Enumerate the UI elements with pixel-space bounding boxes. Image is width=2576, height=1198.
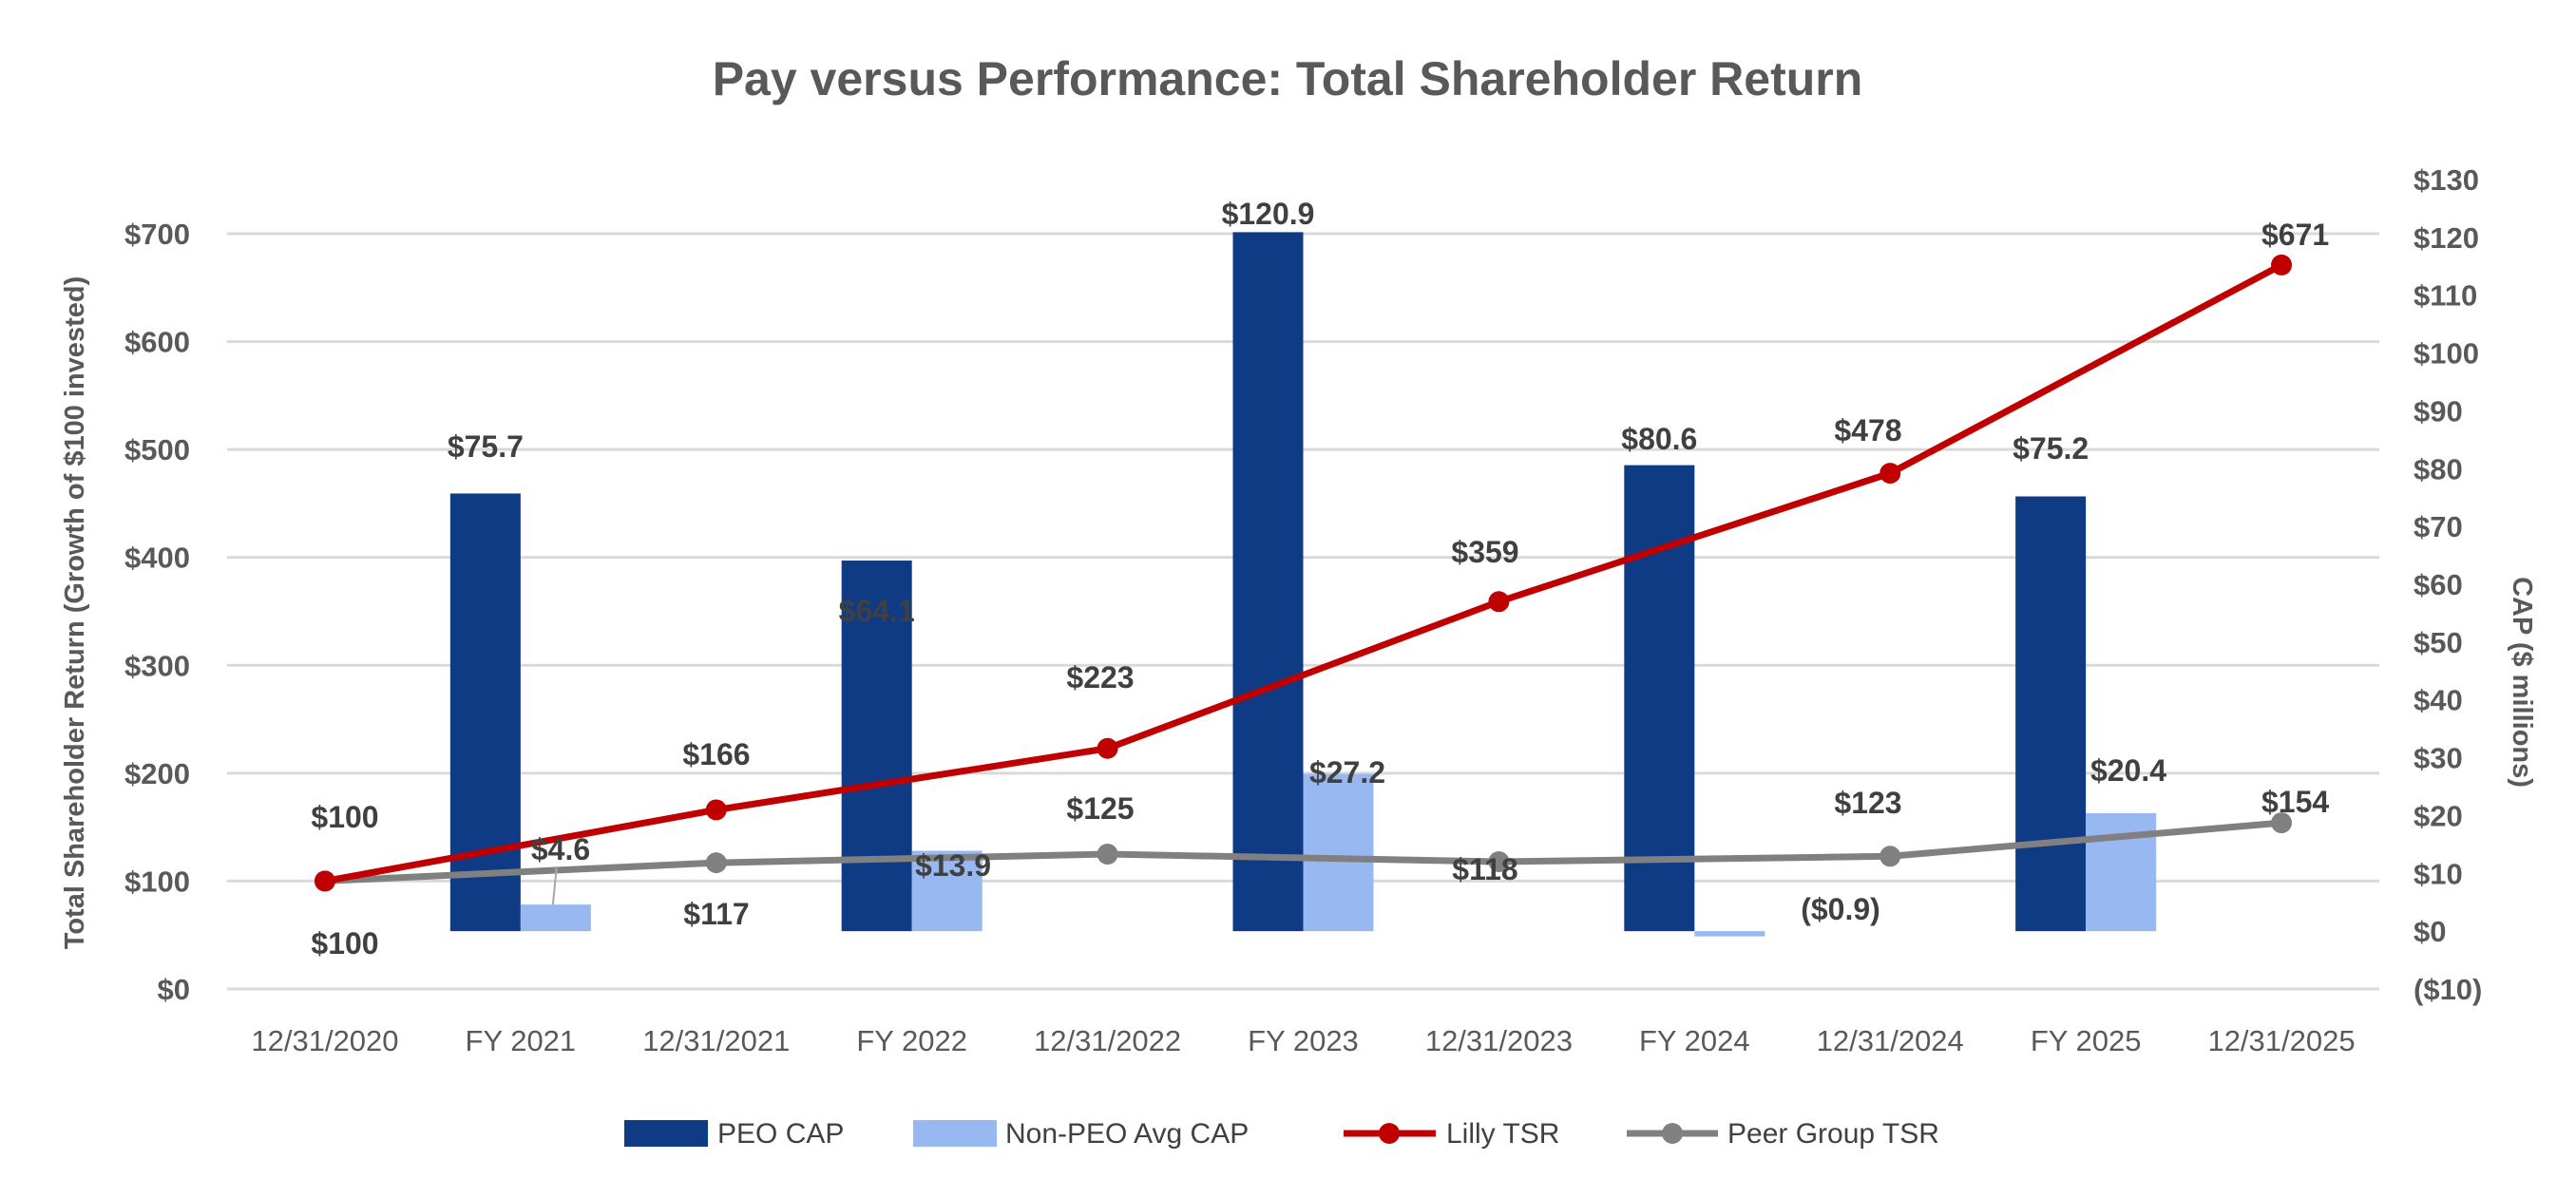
y2-tick-label: $100 [2414,337,2479,371]
lilly-tsr-marker [314,870,335,892]
lilly-tsr-data-label: $671 [2261,218,2329,252]
non-peo-cap-bar [1303,773,1374,932]
non-peo-cap-bar [1694,931,1765,937]
peo-cap-bar [2015,496,2087,932]
y2-tick-label: $50 [2414,626,2463,659]
x-tick-label: 12/31/2025 [2207,1024,2355,1057]
y-axis-title: Total Shareholder Return (Growth of $100… [60,276,90,949]
lilly-tsr-marker [1880,463,1901,485]
y-tick-label: $300 [124,649,190,682]
x-tick-label: 12/31/2021 [642,1024,790,1057]
legend-marker-lilly-tsr [1379,1123,1400,1144]
peo-cap-data-label: $64.1 [839,594,915,628]
y2-tick-label: ($10) [2414,973,2482,1006]
y2-tick-label: $0 [2414,915,2446,948]
peo-cap-bar [841,561,912,932]
non-peo-cap-data-label: $27.2 [1309,755,1385,789]
peer-tsr-marker [1488,850,1510,872]
y2-tick-label: $80 [2414,452,2463,485]
peo-cap-data-label: $75.7 [448,429,524,464]
lilly-tsr-marker [1097,737,1118,759]
lilly-tsr-data-label: $100 [311,800,378,834]
lilly-tsr-marker [2271,254,2293,276]
y2-tick-label: $130 [2414,163,2479,197]
x-tick-label: FY 2025 [2031,1024,2142,1057]
peo-cap-data-label: $80.6 [1621,422,1697,456]
lilly-tsr-data-label: $166 [682,737,750,771]
lilly-tsr-marker [1488,591,1510,613]
x-tick-label: FY 2021 [466,1024,577,1057]
peer-tsr-data-label: $154 [2261,785,2329,819]
y2-tick-label: $10 [2414,857,2463,890]
peer-tsr-data-label: $123 [1834,786,1901,820]
legend-marker-peer-tsr [1662,1123,1683,1144]
peer-tsr-marker [2271,812,2293,834]
y-tick-label: $500 [124,433,190,466]
lilly-tsr-marker [705,799,727,821]
leader-line [551,865,558,905]
y2-tick-label: $30 [2414,742,2463,775]
y2-tick-label: $60 [2414,568,2463,601]
y2-tick-label: $110 [2414,279,2477,313]
x-tick-label: FY 2024 [1639,1024,1750,1057]
peer-tsr-data-label: $118 [1452,852,1517,886]
lilly-tsr-line [324,261,2283,884]
legend-label-non-peo-cap: Non-PEO Avg CAP [1005,1118,1249,1150]
peer-tsr-data-label: $125 [1066,791,1134,826]
peer-tsr-data-label: $100 [311,926,378,960]
y-tick-label: $100 [124,865,190,898]
legend-label-lilly-tsr: Lilly TSR [1446,1118,1559,1150]
legend-swatch-non-peo-cap [913,1120,997,1147]
non-peo-cap-data-label: $13.9 [915,848,991,883]
y2-tick-label: $70 [2414,510,2463,543]
peer-tsr-data-label: $117 [683,897,749,931]
peo-cap-data-label: $120.9 [1222,197,1315,231]
y-tick-label: $700 [124,218,190,251]
chart-title: Pay versus Performance: Total Shareholde… [713,52,1863,105]
non-peo-cap-bar [911,850,983,932]
legend-label-peer-tsr: Peer Group TSR [1727,1118,1939,1150]
peer-tsr-line [324,819,2282,884]
legend-swatch-peo-cap [624,1120,708,1147]
non-peo-cap-bar [520,904,591,932]
peo-cap-bar [449,493,521,932]
lilly-tsr-data-label: $223 [1066,660,1134,694]
peer-tsr-marker [705,852,727,874]
lilly-tsr-data-label: $478 [1834,413,1901,447]
x-tick-label: 12/31/2024 [1817,1024,1964,1057]
x-tick-label: 12/31/2020 [251,1024,398,1057]
peo-cap-data-label: $75.2 [2013,431,2089,466]
y2-tick-label: $20 [2414,799,2463,832]
peer-tsr-marker [1880,846,1901,867]
y-tick-label: $600 [124,326,190,359]
non-peo-cap-data-label: ($0.9) [1801,892,1880,926]
x-tick-label: FY 2022 [856,1024,967,1057]
non-peo-cap-bar [2086,812,2157,932]
y-tick-label: $400 [124,542,190,575]
y-tick-label: $0 [158,973,190,1006]
non-peo-cap-data-label: $20.4 [2090,753,2166,788]
non-peo-cap-data-label: $4.6 [531,832,590,866]
y-tick-label: $200 [124,757,190,790]
y2-tick-label: $120 [2414,221,2479,255]
x-tick-label: 12/31/2023 [1425,1024,1573,1057]
legend-label-peo-cap: PEO CAP [717,1118,844,1150]
y2-tick-label: $90 [2414,394,2463,428]
y2-tick-label: $40 [2414,684,2463,717]
peo-cap-bar [1232,232,1304,932]
y2-axis-title: CAP ($ millions) [2507,577,2537,788]
x-tick-label: 12/31/2022 [1034,1024,1181,1057]
peer-tsr-marker [1097,844,1118,865]
lilly-tsr-data-label: $359 [1451,535,1518,569]
x-tick-label: FY 2023 [1248,1024,1359,1057]
